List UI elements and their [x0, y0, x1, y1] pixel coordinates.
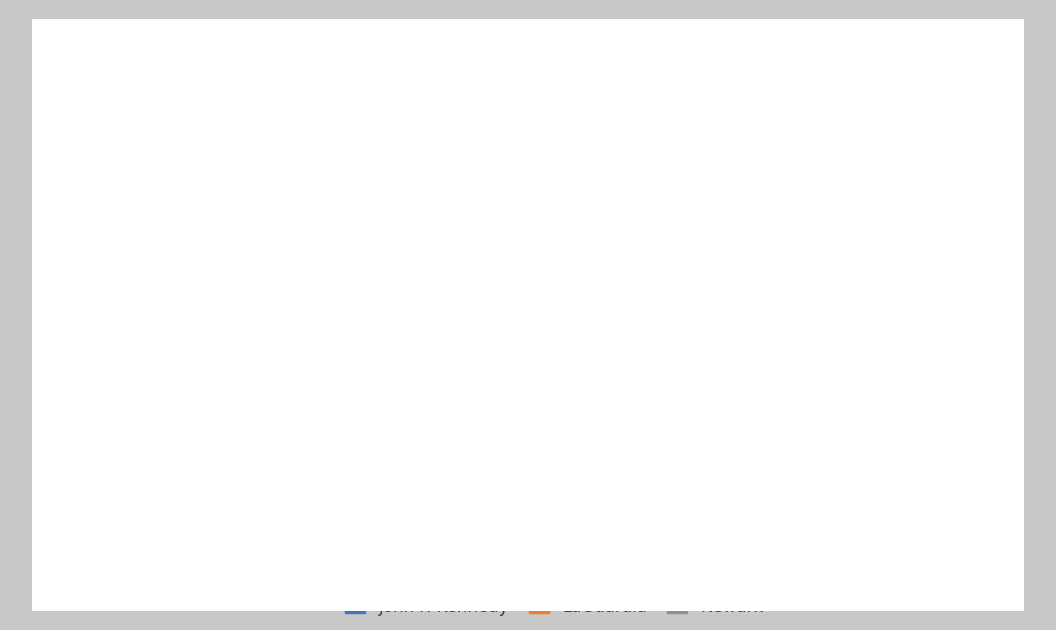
Bar	[501, 312, 539, 523]
Bar	[645, 295, 683, 523]
Bar	[464, 290, 501, 523]
Bar	[570, 328, 608, 523]
Bar	[608, 272, 645, 523]
Bar	[357, 385, 394, 523]
Title: Airport visitors, 1995-2000 (millions of passengers per year): Airport visitors, 1995-2000 (millions of…	[173, 28, 936, 47]
Legend: John F. Kennedy, LaGuardia, Newark: John F. Kennedy, LaGuardia, Newark	[339, 591, 770, 622]
Bar	[860, 280, 897, 523]
Bar	[319, 301, 357, 523]
Bar	[212, 437, 249, 523]
Bar	[790, 295, 828, 523]
Bar	[426, 268, 464, 523]
Bar	[137, 382, 174, 523]
Bar	[897, 155, 935, 523]
Bar	[174, 333, 212, 523]
Bar	[715, 350, 752, 523]
Bar	[935, 295, 972, 523]
Bar	[281, 333, 319, 523]
Bar	[752, 249, 790, 523]
